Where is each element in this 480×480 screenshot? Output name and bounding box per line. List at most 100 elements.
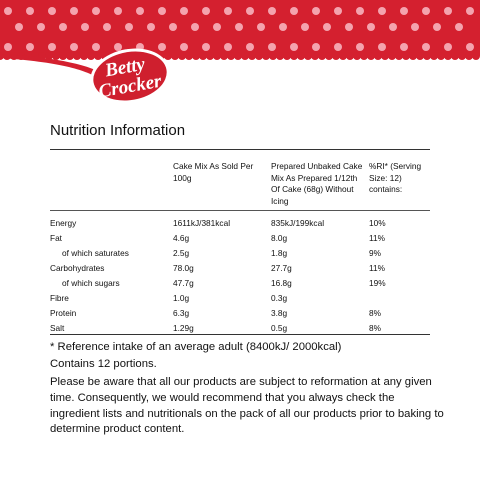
row-prepared: 3.8g bbox=[271, 308, 288, 318]
banner-scallop bbox=[59, 52, 67, 60]
banner-scallop bbox=[66, 52, 74, 60]
banner-dot bbox=[4, 7, 12, 15]
banner-dot bbox=[37, 23, 45, 31]
banner-scallop bbox=[360, 52, 368, 60]
row-prepared: 27.7g bbox=[271, 263, 292, 273]
banner-dot bbox=[455, 23, 463, 31]
betty-crocker-logo: Betty Crocker bbox=[0, 48, 170, 104]
row-nutrient: Carbohydrates bbox=[50, 263, 105, 273]
banner-dot bbox=[48, 7, 56, 15]
table-row: Fibre 1.0g 0.3g bbox=[0, 293, 480, 307]
page-title: Nutrition Information bbox=[50, 122, 186, 139]
row-nutrient: of which sugars bbox=[62, 278, 120, 288]
row-prepared: 1.8g bbox=[271, 248, 288, 258]
row-ri: 8% bbox=[369, 323, 381, 333]
banner-dot bbox=[158, 7, 166, 15]
banner-scallop bbox=[269, 52, 277, 60]
table-bottom-divider bbox=[50, 334, 430, 335]
header-as-sold: Cake Mix As Sold Per 100g bbox=[173, 161, 254, 183]
banner-scallop bbox=[423, 52, 431, 60]
banner-dot bbox=[356, 43, 364, 51]
banner-scallop bbox=[283, 52, 291, 60]
banner-scallop bbox=[297, 52, 305, 60]
banner-dot bbox=[70, 43, 78, 51]
banner-dot bbox=[4, 43, 12, 51]
row-as-sold: 78.0g bbox=[173, 263, 194, 273]
banner-dot bbox=[92, 43, 100, 51]
row-prepared: 8.0g bbox=[271, 233, 288, 243]
banner-dot bbox=[433, 23, 441, 31]
row-nutrient: Protein bbox=[50, 308, 77, 318]
banner-dot bbox=[70, 7, 78, 15]
banner-dot bbox=[378, 43, 386, 51]
banner-dot bbox=[48, 43, 56, 51]
banner-scallop bbox=[185, 52, 193, 60]
banner-dot bbox=[147, 23, 155, 31]
banner-dot bbox=[180, 7, 188, 15]
row-prepared: 16.8g bbox=[271, 278, 292, 288]
banner-scallop bbox=[325, 52, 333, 60]
banner-dot bbox=[466, 7, 474, 15]
banner-dot bbox=[444, 7, 452, 15]
banner-scallop bbox=[234, 52, 242, 60]
banner-scallop bbox=[311, 52, 319, 60]
banner-dot bbox=[202, 43, 210, 51]
banner-dot bbox=[422, 43, 430, 51]
banner-scallop bbox=[227, 52, 235, 60]
row-nutrient: Fat bbox=[50, 233, 62, 243]
banner-dot bbox=[213, 23, 221, 31]
banner-scallop bbox=[353, 52, 361, 60]
row-as-sold: 1.0g bbox=[173, 293, 190, 303]
banner-dot bbox=[345, 23, 353, 31]
banner-dot bbox=[125, 23, 133, 31]
banner-dot bbox=[235, 23, 243, 31]
banner-scallop bbox=[220, 52, 228, 60]
banner-scallop bbox=[395, 52, 403, 60]
banner-dot bbox=[26, 43, 34, 51]
row-nutrient: Energy bbox=[50, 218, 77, 228]
banner-scallop bbox=[458, 52, 466, 60]
reference-intake-note: * Reference intake of an average adult (… bbox=[50, 341, 342, 353]
banner-scallop bbox=[241, 52, 249, 60]
table-row: Salt 1.29g 0.5g 8% bbox=[0, 323, 480, 337]
banner-dot bbox=[334, 7, 342, 15]
banner-dot bbox=[81, 23, 89, 31]
row-ri: 9% bbox=[369, 248, 381, 258]
row-ri: 10% bbox=[369, 218, 386, 228]
row-as-sold: 1611kJ/381kcal bbox=[173, 218, 231, 228]
table-top-divider bbox=[50, 149, 430, 150]
banner-dot bbox=[191, 23, 199, 31]
banner-scallop bbox=[94, 52, 102, 60]
banner-scallop bbox=[346, 52, 354, 60]
banner-dot bbox=[411, 23, 419, 31]
banner-scallop bbox=[248, 52, 256, 60]
banner-scallop bbox=[45, 52, 53, 60]
banner-scallop bbox=[262, 52, 270, 60]
banner-dot bbox=[202, 7, 210, 15]
banner-scallop bbox=[339, 52, 347, 60]
banner-scallop bbox=[444, 52, 452, 60]
header-reference-intake: %RI* (Serving Size: 12) contains: bbox=[369, 161, 422, 194]
row-nutrient: Fibre bbox=[50, 293, 69, 303]
banner-scallop bbox=[381, 52, 389, 60]
banner-scallop bbox=[171, 52, 179, 60]
banner-dot bbox=[92, 7, 100, 15]
banner-dot bbox=[301, 23, 309, 31]
banner-dot bbox=[378, 7, 386, 15]
table-row: of which sugars 47.7g 16.8g 19% bbox=[0, 278, 480, 292]
row-nutrient: Salt bbox=[50, 323, 65, 333]
table-row: Carbohydrates 78.0g 27.7g 11% bbox=[0, 263, 480, 277]
banner-dot bbox=[257, 23, 265, 31]
banner-scallop bbox=[276, 52, 284, 60]
banner-scallop bbox=[318, 52, 326, 60]
banner-dot bbox=[26, 7, 34, 15]
table-header-divider bbox=[50, 210, 430, 211]
banner-scallop bbox=[164, 52, 172, 60]
banner-dot bbox=[400, 7, 408, 15]
row-ri: 8% bbox=[369, 308, 381, 318]
banner-scallop bbox=[388, 52, 396, 60]
row-as-sold: 1.29g bbox=[173, 323, 194, 333]
banner-scallop bbox=[465, 52, 473, 60]
banner-dot bbox=[279, 23, 287, 31]
banner-dot bbox=[246, 7, 254, 15]
